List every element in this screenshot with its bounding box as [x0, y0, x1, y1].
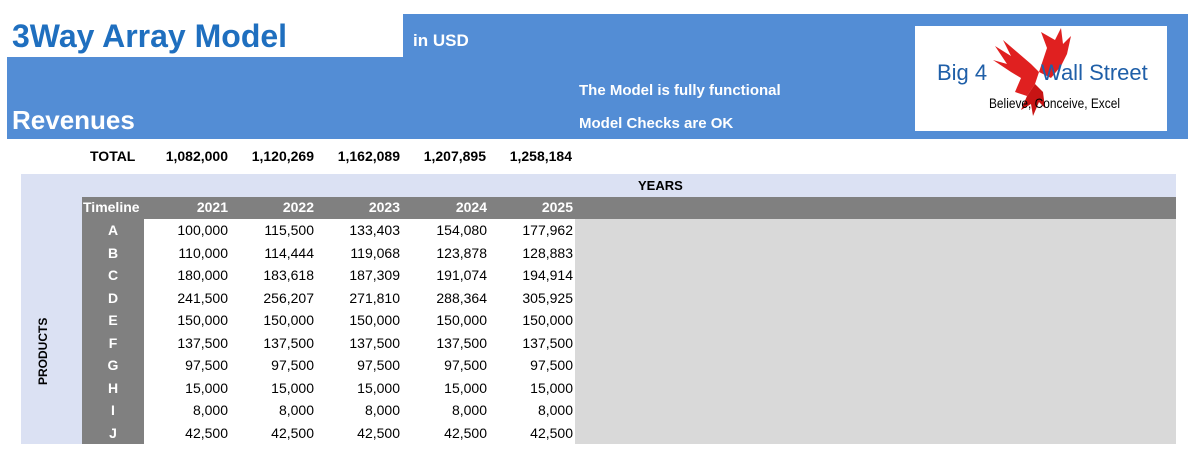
table-cell[interactable]: 15,000 [357, 379, 400, 396]
table-cell[interactable]: 114,444 [264, 244, 314, 261]
table-cell[interactable]: 15,000 [530, 379, 573, 396]
table-cell[interactable]: 194,914 [522, 267, 573, 283]
table-cell[interactable]: 42,500 [185, 424, 228, 441]
table-cell[interactable]: 150,000 [177, 312, 228, 328]
title-background [7, 14, 403, 57]
logo-tagline: Believe, Conceive, Excel [989, 95, 1120, 111]
year-column-header[interactable]: 2022 [282, 199, 314, 215]
empty-cell-area [575, 219, 1176, 444]
year-column-header[interactable]: 2025 [541, 199, 573, 215]
table-cell[interactable]: 97,500 [530, 357, 573, 373]
table-cell[interactable]: 150,000 [349, 312, 400, 328]
currency-label: in USD [413, 31, 469, 50]
table-cell[interactable]: 97,500 [185, 357, 228, 373]
page-title: 3Way Array Model [12, 18, 288, 54]
table-cell[interactable]: 137,500 [263, 334, 314, 351]
table-cell[interactable]: 123,878 [436, 244, 487, 261]
year-column-header[interactable]: 2021 [196, 199, 228, 215]
table-cell[interactable]: 128,883 [522, 244, 573, 261]
model-status-text: The Model is fully functional [579, 82, 781, 99]
product-row-label[interactable]: B [107, 244, 119, 261]
table-cell[interactable]: 97,500 [357, 357, 400, 373]
data-cell-area [144, 219, 575, 444]
logo-word-right: Wall Street [1041, 60, 1148, 85]
total-value: 1,207,895 [423, 148, 486, 164]
product-row-label[interactable]: H [107, 379, 119, 396]
red-eagle-icon [993, 28, 1071, 116]
product-row-label[interactable]: A [107, 222, 119, 238]
product-row-label[interactable]: I [111, 402, 115, 418]
product-row-label[interactable]: C [107, 267, 119, 283]
products-axis-label: PRODUCTS [36, 317, 50, 385]
table-cell[interactable]: 191,074 [436, 267, 487, 283]
product-row-label[interactable]: F [108, 334, 118, 351]
table-cell[interactable]: 256,207 [263, 289, 314, 306]
table-cell[interactable]: 137,500 [522, 334, 573, 351]
table-cell[interactable]: 150,000 [436, 312, 487, 328]
table-cell[interactable]: 133,403 [349, 222, 400, 238]
total-label: TOTAL [90, 148, 136, 164]
table-cell[interactable]: 110,000 [178, 244, 228, 261]
table-cell[interactable]: 119,068 [350, 244, 400, 261]
table-cell[interactable]: 288,364 [436, 289, 487, 306]
section-title: Revenues [12, 105, 135, 135]
table-cell[interactable]: 8,000 [451, 402, 487, 418]
table-cell[interactable]: 15,000 [185, 379, 228, 396]
total-value: 1,120,269 [251, 148, 314, 164]
table-cell[interactable]: 8,000 [278, 402, 314, 418]
product-row-label[interactable]: E [108, 312, 118, 328]
timeline-label: Timeline [83, 199, 140, 215]
total-value: 1,162,089 [337, 148, 400, 164]
table-cell[interactable]: 137,500 [177, 334, 228, 351]
table-cell[interactable]: 42,500 [271, 424, 314, 441]
table-cell[interactable]: 8,000 [364, 402, 400, 418]
table-cell[interactable]: 115,500 [264, 222, 314, 238]
product-label-column [82, 219, 144, 444]
table-cell[interactable]: 271,810 [349, 289, 400, 306]
table-cell[interactable]: 8,000 [192, 402, 228, 418]
company-logo: Big 4 Wall Street Believe, Conceive, Exc… [915, 26, 1167, 131]
table-cell[interactable]: 180,000 [177, 267, 228, 283]
table-cell[interactable]: 97,500 [271, 357, 314, 373]
table-cell[interactable]: 241,500 [177, 289, 228, 306]
year-column-header[interactable]: 2023 [368, 199, 400, 215]
table-cell[interactable]: 150,000 [522, 312, 573, 328]
table-cell[interactable]: 15,000 [271, 379, 314, 396]
table-cell[interactable]: 42,500 [357, 424, 400, 441]
table-cell[interactable]: 100,000 [177, 222, 228, 238]
table-cell[interactable]: 15,000 [444, 379, 487, 396]
table-cell[interactable]: 150,000 [263, 312, 314, 328]
product-row-label[interactable]: D [107, 289, 119, 306]
table-cell[interactable]: 154,080 [436, 222, 487, 238]
total-value: 1,258,184 [509, 148, 572, 164]
table-cell[interactable]: 42,500 [530, 424, 573, 441]
table-cell[interactable]: 8,000 [537, 402, 573, 418]
table-cell[interactable]: 187,309 [349, 267, 400, 283]
year-column-header[interactable]: 2024 [455, 199, 487, 215]
total-value: 1,082,000 [165, 148, 228, 164]
table-cell[interactable]: 42,500 [444, 424, 487, 441]
product-row-label[interactable]: G [107, 357, 119, 373]
logo-word-left: Big 4 [937, 60, 988, 85]
model-checks-text: Model Checks are OK [579, 115, 734, 132]
year-header-bar [82, 197, 1176, 219]
product-row-label[interactable]: J [109, 424, 117, 441]
table-cell[interactable]: 305,925 [522, 289, 573, 306]
table-cell[interactable]: 137,500 [436, 334, 487, 351]
table-cell[interactable]: 177,962 [522, 222, 573, 238]
table-cell[interactable]: 183,618 [263, 267, 314, 283]
years-header: YEARS [638, 178, 683, 193]
table-cell[interactable]: 137,500 [349, 334, 400, 351]
table-cell[interactable]: 97,500 [444, 357, 487, 373]
